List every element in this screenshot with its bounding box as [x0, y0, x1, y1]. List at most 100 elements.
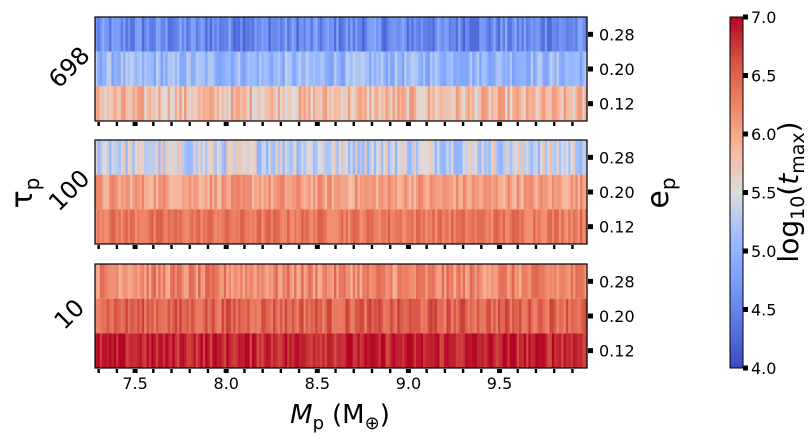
heat-cell [514, 209, 518, 244]
heat-cell [399, 333, 403, 368]
heat-cell [568, 17, 572, 52]
heat-cell [423, 298, 426, 334]
heat-cell [345, 174, 349, 210]
heat-cell [371, 174, 375, 210]
e-tick-mark [588, 66, 593, 72]
heat-cell [577, 264, 581, 299]
heat-cell [584, 174, 588, 210]
heat-cell [439, 209, 443, 244]
heat-cell [343, 86, 347, 121]
heat-cell [483, 140, 487, 175]
heat-cell [420, 298, 424, 334]
heat-cell [174, 264, 178, 299]
heat-cell [432, 264, 436, 299]
heat-cell [348, 209, 351, 244]
heat-cell [413, 264, 417, 299]
heat-cell [530, 140, 534, 175]
heat-cell [430, 209, 433, 244]
heat-cell [385, 209, 389, 244]
heat-cell [195, 17, 199, 52]
heat-cell [130, 264, 134, 299]
heat-cell [495, 264, 499, 299]
heat-cell [343, 209, 347, 244]
heat-cell [357, 86, 361, 121]
heat-cell [280, 333, 284, 368]
heat-cell [359, 209, 363, 244]
heat-cell [362, 174, 366, 210]
heat-cell [472, 333, 476, 368]
heat-cell [558, 17, 562, 52]
heat-cell [237, 140, 241, 175]
heat-cell [500, 140, 504, 175]
heat-cell [455, 17, 459, 52]
heat-cell [383, 86, 387, 121]
heat-cell [554, 174, 558, 210]
heat-cell [460, 86, 464, 121]
heat-cell [127, 209, 131, 244]
heat-cell [336, 264, 340, 299]
heat-cell [575, 51, 579, 87]
heat-cell [186, 86, 190, 121]
heat-cell [467, 333, 471, 368]
heat-cell [308, 86, 312, 121]
heat-cell [376, 17, 380, 52]
heat-cell [516, 86, 520, 121]
heat-cell [139, 174, 143, 210]
heat-cell [451, 209, 455, 244]
heat-cell [495, 17, 499, 52]
heat-cell [116, 140, 120, 175]
heat-cell [205, 86, 209, 121]
heat-cell [256, 86, 260, 121]
heat-cell [132, 209, 136, 244]
heat-cell [575, 264, 579, 299]
heat-cell [488, 209, 492, 244]
heat-cell [448, 209, 452, 244]
heat-cell [444, 17, 448, 52]
heat-cell [282, 51, 286, 87]
heat-cell [139, 298, 143, 334]
heat-cell [109, 51, 112, 87]
heat-cell [233, 264, 237, 299]
tau-label: 10 [49, 294, 90, 335]
heat-cell [481, 51, 485, 87]
heat-cell [430, 86, 433, 121]
heat-cell [584, 86, 588, 121]
heat-cell [472, 140, 476, 175]
heat-cell [214, 264, 218, 299]
heat-cell [146, 174, 150, 210]
heat-cell [579, 209, 583, 244]
heat-cell [486, 17, 490, 52]
x-tick-label: 9.5 [487, 374, 512, 393]
heat-cell [125, 51, 129, 87]
heat-cell [308, 17, 312, 52]
heat-cell [169, 264, 173, 299]
heat-cell [165, 298, 169, 334]
heat-cell [148, 264, 152, 299]
heat-cell [418, 17, 422, 52]
heat-cell [151, 298, 155, 334]
heat-cell [294, 264, 298, 299]
heat-cell [341, 174, 344, 210]
heat-cell [427, 333, 431, 368]
heat-cell [582, 333, 586, 368]
heat-cell [134, 86, 138, 121]
x-major-tick [223, 122, 229, 126]
heat-cell [209, 140, 213, 175]
heat-cell [401, 86, 405, 121]
heat-cell [570, 333, 574, 368]
x-minor-tick [425, 369, 428, 373]
heat-cell [357, 17, 361, 52]
heat-cell [444, 174, 448, 210]
heat-cell [177, 140, 180, 175]
heat-cell [263, 264, 267, 299]
heat-cell [542, 17, 546, 52]
heat-cell [244, 174, 248, 210]
heat-cell [406, 264, 410, 299]
heat-cell [151, 174, 155, 210]
heat-cell [345, 209, 349, 244]
heat-cell [97, 140, 101, 175]
heat-cell [584, 140, 588, 175]
heat-cell [326, 209, 330, 244]
heat-cell [462, 86, 466, 121]
heat-cell [371, 209, 375, 244]
